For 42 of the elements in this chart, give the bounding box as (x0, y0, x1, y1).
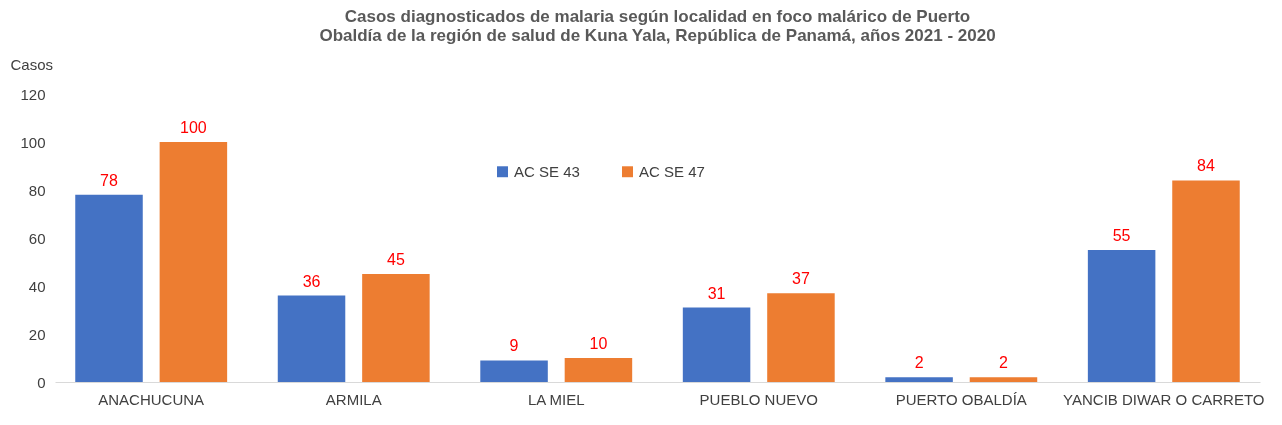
x-tick-label: LA MIEL (527, 390, 585, 408)
data-label: 100 (180, 119, 207, 136)
y-tick-label: 20 (28, 325, 46, 343)
bar (885, 377, 953, 382)
data-label: 84 (1197, 157, 1215, 175)
data-label: 45 (387, 251, 405, 268)
legend-label: AC SE 43 (514, 162, 580, 180)
x-tick-label: ANACHUCUNA (98, 390, 205, 408)
legend-label: AC SE 47 (639, 162, 705, 180)
bar (1172, 180, 1240, 382)
data-label: 9 (509, 337, 519, 355)
y-tick-label: 60 (28, 229, 46, 247)
y-tick-label: 100 (20, 133, 46, 151)
data-label: 55 (1112, 227, 1131, 244)
data-label: 2 (914, 354, 924, 372)
data-label: 10 (589, 335, 608, 352)
y-axis-title: Casos (10, 55, 54, 73)
x-tick-label: YANCIB DIWAR O CARRETO (1063, 390, 1265, 408)
y-tick-label: 80 (28, 181, 46, 199)
text: Obaldía de la región de salud de Kuna Yala, República de Panamá, años 2021 - 2020 (319, 26, 996, 45)
data-label: 78 (100, 171, 119, 189)
bar (362, 274, 430, 382)
x-tick-label: ARMILA (325, 390, 382, 408)
x-tick-label: PUERTO OBALDÍA (895, 390, 1027, 408)
bar (564, 358, 633, 382)
data-label: 37 (792, 270, 810, 288)
bar (969, 377, 1038, 382)
y-tick-label: 120 (20, 85, 46, 103)
data-label: 36 (302, 272, 321, 290)
text: Casos diagnosticados de malaria según localidad en foco malárico de Puerto (344, 7, 971, 26)
bar (75, 194, 143, 382)
bar (480, 360, 548, 382)
x-tick-label: PUEBLO NUEVO (699, 390, 818, 408)
bar (159, 142, 228, 382)
y-tick-label: 0 (37, 373, 46, 391)
data-label: 2 (999, 354, 1009, 372)
data-label: 31 (707, 284, 726, 302)
bar (1087, 250, 1156, 382)
y-tick-label: 40 (28, 277, 46, 295)
bar (767, 293, 835, 382)
bar (277, 295, 346, 382)
bar (682, 307, 751, 382)
